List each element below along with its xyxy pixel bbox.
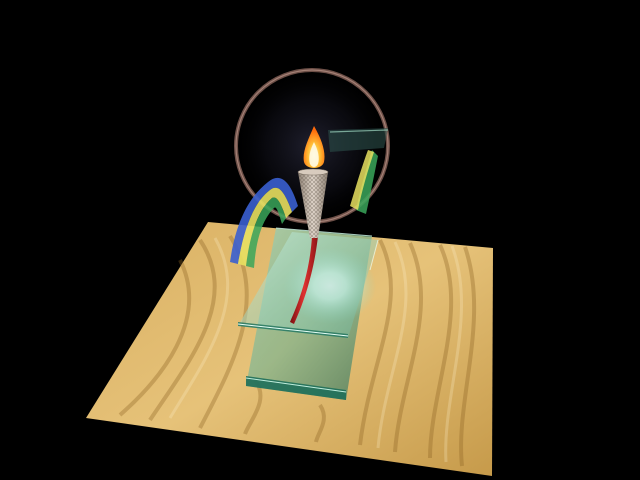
torch	[290, 168, 329, 324]
torch-cone	[297, 168, 329, 238]
rainbow-ribbon	[230, 150, 378, 268]
flame	[303, 126, 325, 168]
glass-sliver	[328, 128, 389, 152]
